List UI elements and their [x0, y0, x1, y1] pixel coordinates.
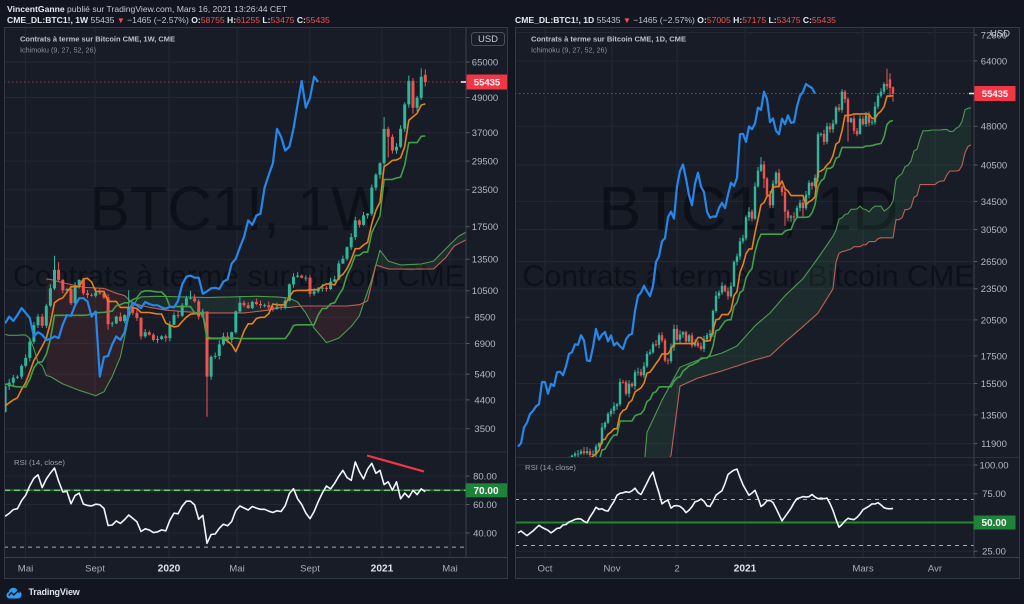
svg-text:2020: 2020	[158, 564, 181, 575]
svg-text:40500: 40500	[981, 160, 1007, 171]
svg-text:37000: 37000	[472, 128, 498, 139]
svg-text:10500: 10500	[472, 286, 498, 297]
svg-text:48000: 48000	[981, 122, 1007, 133]
svg-text:BTC1!, 1W: BTC1!, 1W	[89, 175, 389, 244]
svg-text:Nov: Nov	[603, 564, 620, 575]
svg-text:Oct: Oct	[538, 564, 553, 575]
svg-text:72500: 72500	[981, 30, 1007, 41]
svg-text:RSI (14, close): RSI (14, close)	[14, 458, 65, 467]
svg-text:Mai: Mai	[442, 564, 457, 575]
svg-text:100.00: 100.00	[979, 460, 1008, 471]
svg-text:6900: 6900	[474, 339, 495, 350]
svg-text:29500: 29500	[472, 157, 498, 168]
svg-text:Ichimoku (9, 27, 52, 26): Ichimoku (9, 27, 52, 26)	[20, 46, 96, 55]
svg-text:3500: 3500	[474, 424, 495, 435]
svg-text:49000: 49000	[472, 93, 498, 104]
svg-text:2021: 2021	[734, 564, 757, 575]
svg-text:USD: USD	[478, 34, 498, 45]
svg-text:4400: 4400	[474, 395, 495, 406]
svg-text:5400: 5400	[474, 370, 495, 381]
svg-text:80.00: 80.00	[473, 472, 497, 483]
svg-text:55435: 55435	[474, 78, 501, 89]
svg-text:Ichimoku (9, 27, 52, 26): Ichimoku (9, 27, 52, 26)	[531, 46, 607, 55]
svg-text:25.00: 25.00	[982, 547, 1006, 558]
svg-text:15500: 15500	[981, 379, 1007, 390]
svg-text:Contrats à terme sur Bitcoin C: Contrats à terme sur Bitcoin CME, 1W, CM…	[20, 35, 175, 44]
svg-text:65000: 65000	[472, 57, 498, 68]
svg-text:64000: 64000	[981, 56, 1007, 67]
svg-text:23500: 23500	[981, 284, 1007, 295]
svg-text:RSI (14, close): RSI (14, close)	[525, 463, 576, 472]
svg-text:Contrats à terme sur Bitcoin C: Contrats à terme sur Bitcoin CME, 1D, CM…	[531, 35, 686, 44]
svg-text:11900: 11900	[981, 439, 1007, 450]
svg-text:17500: 17500	[472, 222, 498, 233]
svg-text:20500: 20500	[981, 315, 1007, 326]
svg-text:23500: 23500	[472, 185, 498, 196]
svg-text:Mars: Mars	[852, 564, 874, 575]
svg-text:Sept: Sept	[300, 564, 320, 575]
svg-text:70.00: 70.00	[473, 486, 498, 497]
svg-text:30500: 30500	[981, 225, 1007, 236]
svg-text:Sept: Sept	[85, 564, 105, 575]
svg-text:75.00: 75.00	[982, 489, 1006, 500]
svg-text:Contrats à terme sur Bitcoin C: Contrats à terme sur Bitcoin CME	[523, 260, 975, 293]
svg-text:55435: 55435	[982, 89, 1009, 100]
svg-text:2: 2	[674, 564, 679, 575]
svg-text:USD: USD	[990, 29, 1010, 40]
svg-text:34500: 34500	[981, 197, 1007, 208]
svg-text:50.00: 50.00	[981, 518, 1006, 529]
svg-text:Mai: Mai	[18, 564, 33, 575]
svg-text:40.00: 40.00	[473, 528, 497, 539]
svg-text:Mai: Mai	[229, 564, 244, 575]
svg-text:2021: 2021	[371, 564, 394, 575]
svg-text:60.00: 60.00	[473, 500, 497, 511]
svg-text:8500: 8500	[474, 313, 495, 324]
svg-text:26500: 26500	[981, 257, 1007, 268]
svg-text:17500: 17500	[981, 351, 1007, 362]
svg-text:Avr: Avr	[928, 564, 943, 575]
svg-text:13500: 13500	[472, 255, 498, 266]
svg-text:13500: 13500	[981, 410, 1007, 421]
